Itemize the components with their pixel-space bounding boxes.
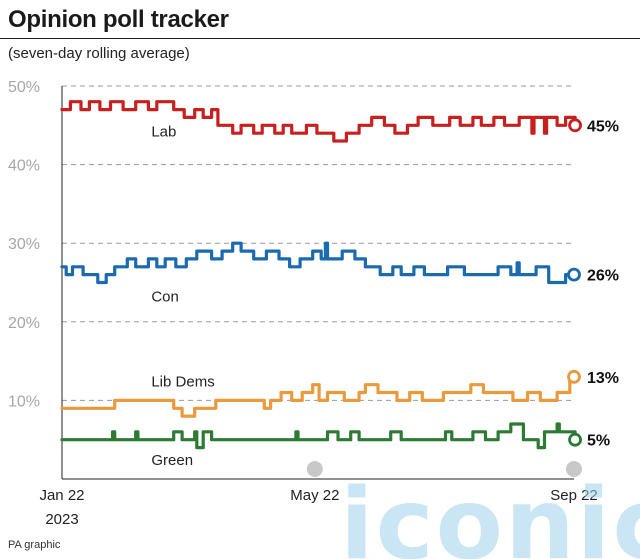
chart-subtitle: (seven-day rolling average) [8,45,190,62]
series-labels: 45% 26% 13% 5% Lab Con Lib Dems Green [151,118,619,469]
watermark-text: iconic [340,468,640,559]
x-tick-sublabel: 2023 [45,511,78,528]
series-line-lib-dems [60,375,576,418]
end-marker-lab [568,118,582,133]
series-line-green [60,422,577,450]
x-tick-label: May 22 [290,487,339,504]
final-value-label: 5% [587,433,610,450]
axes: 10% 20% 30% 40% 50% Jan 22 2023 May 22 Sep 22 [8,79,598,528]
series-name-label: Lib Dems [151,374,214,391]
source-credit: PA graphic [8,539,61,551]
x-tick-label: Jan 22 [39,487,84,504]
end-marker-lib-dems [567,369,581,384]
final-value-label: 13% [587,370,619,387]
series-name-label: Green [151,452,193,469]
series-lines [60,100,582,450]
series-line-lab [60,100,577,143]
y-tick-label: 50% [8,79,40,96]
y-tick-label: 30% [8,236,40,253]
y-tick-label: 40% [8,158,40,175]
iconic-watermark: iconic [340,468,640,559]
axis-dot [306,461,323,477]
final-value-label: 26% [587,268,619,285]
chart-title: Opinion poll tracker [8,6,229,33]
series-name-label: Con [151,289,179,306]
final-value-label: 45% [587,118,619,135]
series-name-label: Lab [151,124,176,141]
y-tick-label: 10% [8,393,40,410]
series-line-con [60,241,576,285]
title-divider [0,38,640,39]
y-tick-label: 20% [8,315,40,332]
end-marker-green [568,432,582,447]
end-marker-con [567,267,581,282]
x-tick-label: Sep 22 [550,487,598,504]
axis-dot [566,461,582,477]
